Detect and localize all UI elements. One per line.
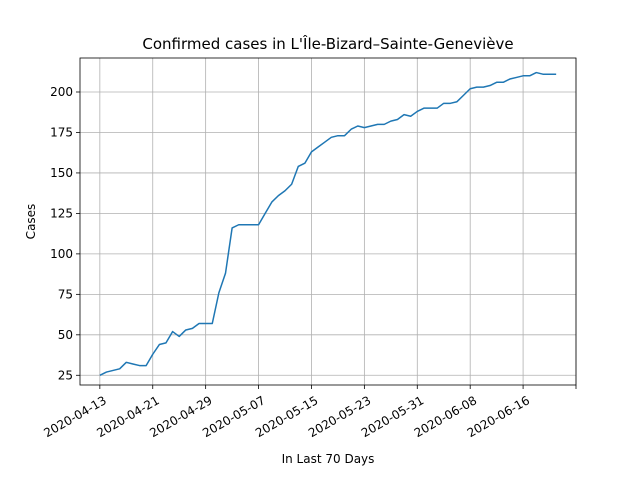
- y-tick-label: 200: [50, 85, 73, 99]
- x-axis-label: In Last 70 Days: [282, 452, 375, 466]
- plot-frame: [79, 57, 577, 386]
- y-tick-label: 125: [50, 206, 73, 220]
- series-line: [99, 71, 557, 376]
- y-tick-label: 150: [50, 166, 73, 180]
- chart-title: Confirmed cases in L'Île-Bizard–Sainte-G…: [142, 34, 513, 53]
- y-tick-label: 100: [50, 247, 73, 261]
- y-tick-label: 50: [58, 328, 73, 342]
- y-tick-label: 175: [50, 125, 73, 139]
- y-tick-label: 75: [58, 287, 73, 301]
- y-tick-label: 25: [58, 368, 73, 382]
- grid-layer: [80, 58, 577, 385]
- tick-layer: 2020-04-132020-04-212020-04-292020-05-07…: [41, 85, 577, 440]
- series-layer: [99, 71, 557, 376]
- y-axis-label: Cases: [24, 204, 38, 240]
